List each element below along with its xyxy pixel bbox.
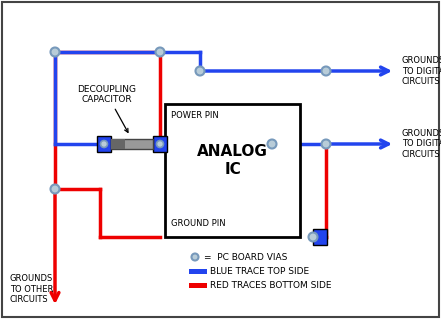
Circle shape [156,48,164,56]
Circle shape [157,140,164,147]
Circle shape [321,66,330,76]
Text: DECOUPLING
CAPACITOR: DECOUPLING CAPACITOR [78,85,137,132]
Circle shape [268,139,277,149]
Bar [97,136,111,152]
Bar [313,229,327,245]
Text: POWER PIN: POWER PIN [171,110,219,120]
Circle shape [195,66,205,76]
Circle shape [101,140,108,147]
Circle shape [191,254,198,261]
Text: GROUNDS
TO DIGITAL
CIRCUITS: GROUNDS TO DIGITAL CIRCUITS [402,129,441,159]
Text: GROUND PIN: GROUND PIN [171,219,226,227]
Bar [111,139,125,149]
Bar [189,283,207,288]
Text: GROUNDS
TO OTHER
CIRCUITS: GROUNDS TO OTHER CIRCUITS [10,274,53,304]
Text: =  PC BOARD VIAS: = PC BOARD VIAS [204,253,288,262]
Text: ANALOG
IC: ANALOG IC [197,144,268,177]
Text: RED TRACES BOTTOM SIDE: RED TRACES BOTTOM SIDE [210,280,332,290]
Circle shape [51,48,60,56]
Bar [165,104,300,237]
Circle shape [321,139,330,149]
Bar [111,139,153,149]
Circle shape [309,233,318,241]
Text: GROUNDS
TO DIGITAL
CIRCUITS: GROUNDS TO DIGITAL CIRCUITS [402,56,441,86]
Circle shape [51,184,60,194]
Bar [189,269,207,274]
Bar [153,136,167,152]
Text: BLUE TRACE TOP SIDE: BLUE TRACE TOP SIDE [210,266,309,276]
